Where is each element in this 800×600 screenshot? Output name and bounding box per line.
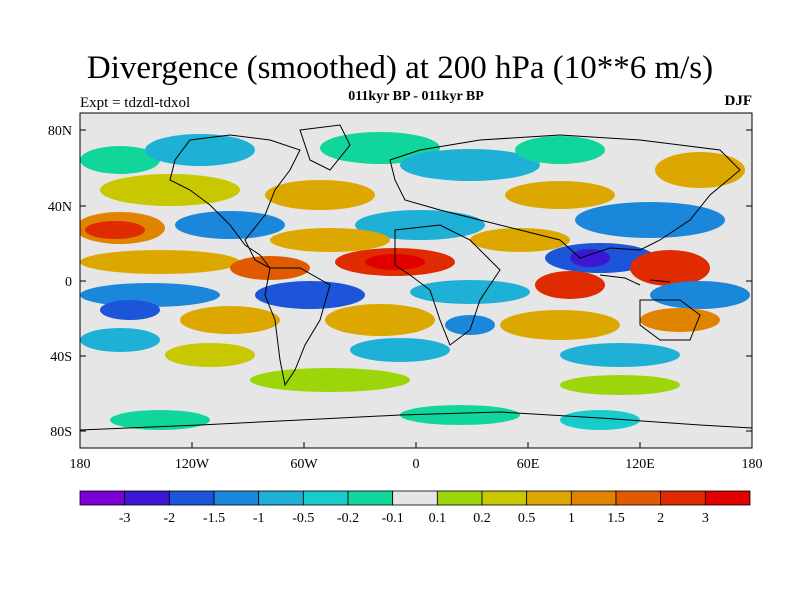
colorbar-label: -1 [253, 511, 265, 526]
colorbar-labels: -3 -2 -1.5 -1 -0.5 -0.2 -0.1 0.1 0.2 0.5 1 1.5 2 3 [119, 511, 709, 526]
colorbar-swatch [615, 490, 662, 506]
colorbar-label: 1 [568, 511, 575, 526]
colorbar-swatch [436, 490, 483, 506]
colorbar-swatch [79, 490, 126, 506]
lon-tick-marks [79, 442, 753, 448]
lat-labels: 80N 40N 0 40S 80S [48, 124, 72, 440]
colorbar-swatch [526, 490, 572, 506]
coastlines [80, 124, 752, 431]
lat-tick-marks [80, 129, 752, 432]
colorbar-label: 0.2 [473, 511, 491, 526]
colorbar-label: -0.2 [337, 511, 359, 526]
lat-label-0: 0 [65, 275, 72, 290]
lat-label-80s: 80S [50, 425, 72, 440]
plot-title: Divergence (smoothed) at 200 hPa (10**6 … [86, 50, 714, 86]
colorbar-swatch [347, 490, 394, 506]
colorbar-label: 2 [657, 511, 664, 526]
colorbar-label: -0.5 [292, 511, 314, 526]
colorbar-swatch [570, 490, 617, 506]
lon-label-60w: 60W [290, 457, 318, 472]
lon-label-180e: 180 [742, 457, 763, 472]
colorbar-label: 0.1 [429, 511, 447, 526]
colorbar-swatch [302, 490, 349, 506]
lon-label-120e: 120E [625, 457, 655, 472]
lon-labels: 180 120W 60W 0 60E 120E 180 [70, 457, 763, 472]
lon-label-0: 0 [413, 457, 420, 472]
lat-label-40s: 40S [50, 350, 72, 365]
season-label: DJF [724, 93, 753, 109]
colorbar-label: 3 [702, 511, 709, 526]
lon-label-180w: 180 [70, 457, 91, 472]
lon-label-60e: 60E [517, 457, 540, 472]
colorbar [79, 490, 751, 506]
colorbar-swatch [660, 490, 706, 506]
colorbar-swatch [213, 490, 260, 506]
colorbar-swatch [392, 490, 438, 506]
colorbar-swatch [704, 490, 751, 506]
colorbar-swatch [168, 490, 215, 506]
lat-label-80n: 80N [48, 124, 72, 139]
colorbar-label: 1.5 [607, 511, 625, 526]
divergence-field [80, 132, 750, 430]
colorbar-swatch [124, 490, 170, 506]
colorbar-label: -0.1 [382, 511, 404, 526]
colorbar-swatch [481, 490, 528, 506]
plot-subtitle: 011kyr BP - 011kyr BP [348, 89, 484, 104]
colorbar-label: -2 [163, 511, 175, 526]
colorbar-swatch [258, 490, 304, 506]
experiment-label: Expt = tdzdl-tdxol [80, 95, 191, 111]
colorbar-label: -1.5 [203, 511, 225, 526]
lat-label-40n: 40N [48, 200, 72, 215]
colorbar-label: 0.5 [518, 511, 536, 526]
lon-label-120w: 120W [175, 457, 210, 472]
colorbar-label: -3 [119, 511, 131, 526]
